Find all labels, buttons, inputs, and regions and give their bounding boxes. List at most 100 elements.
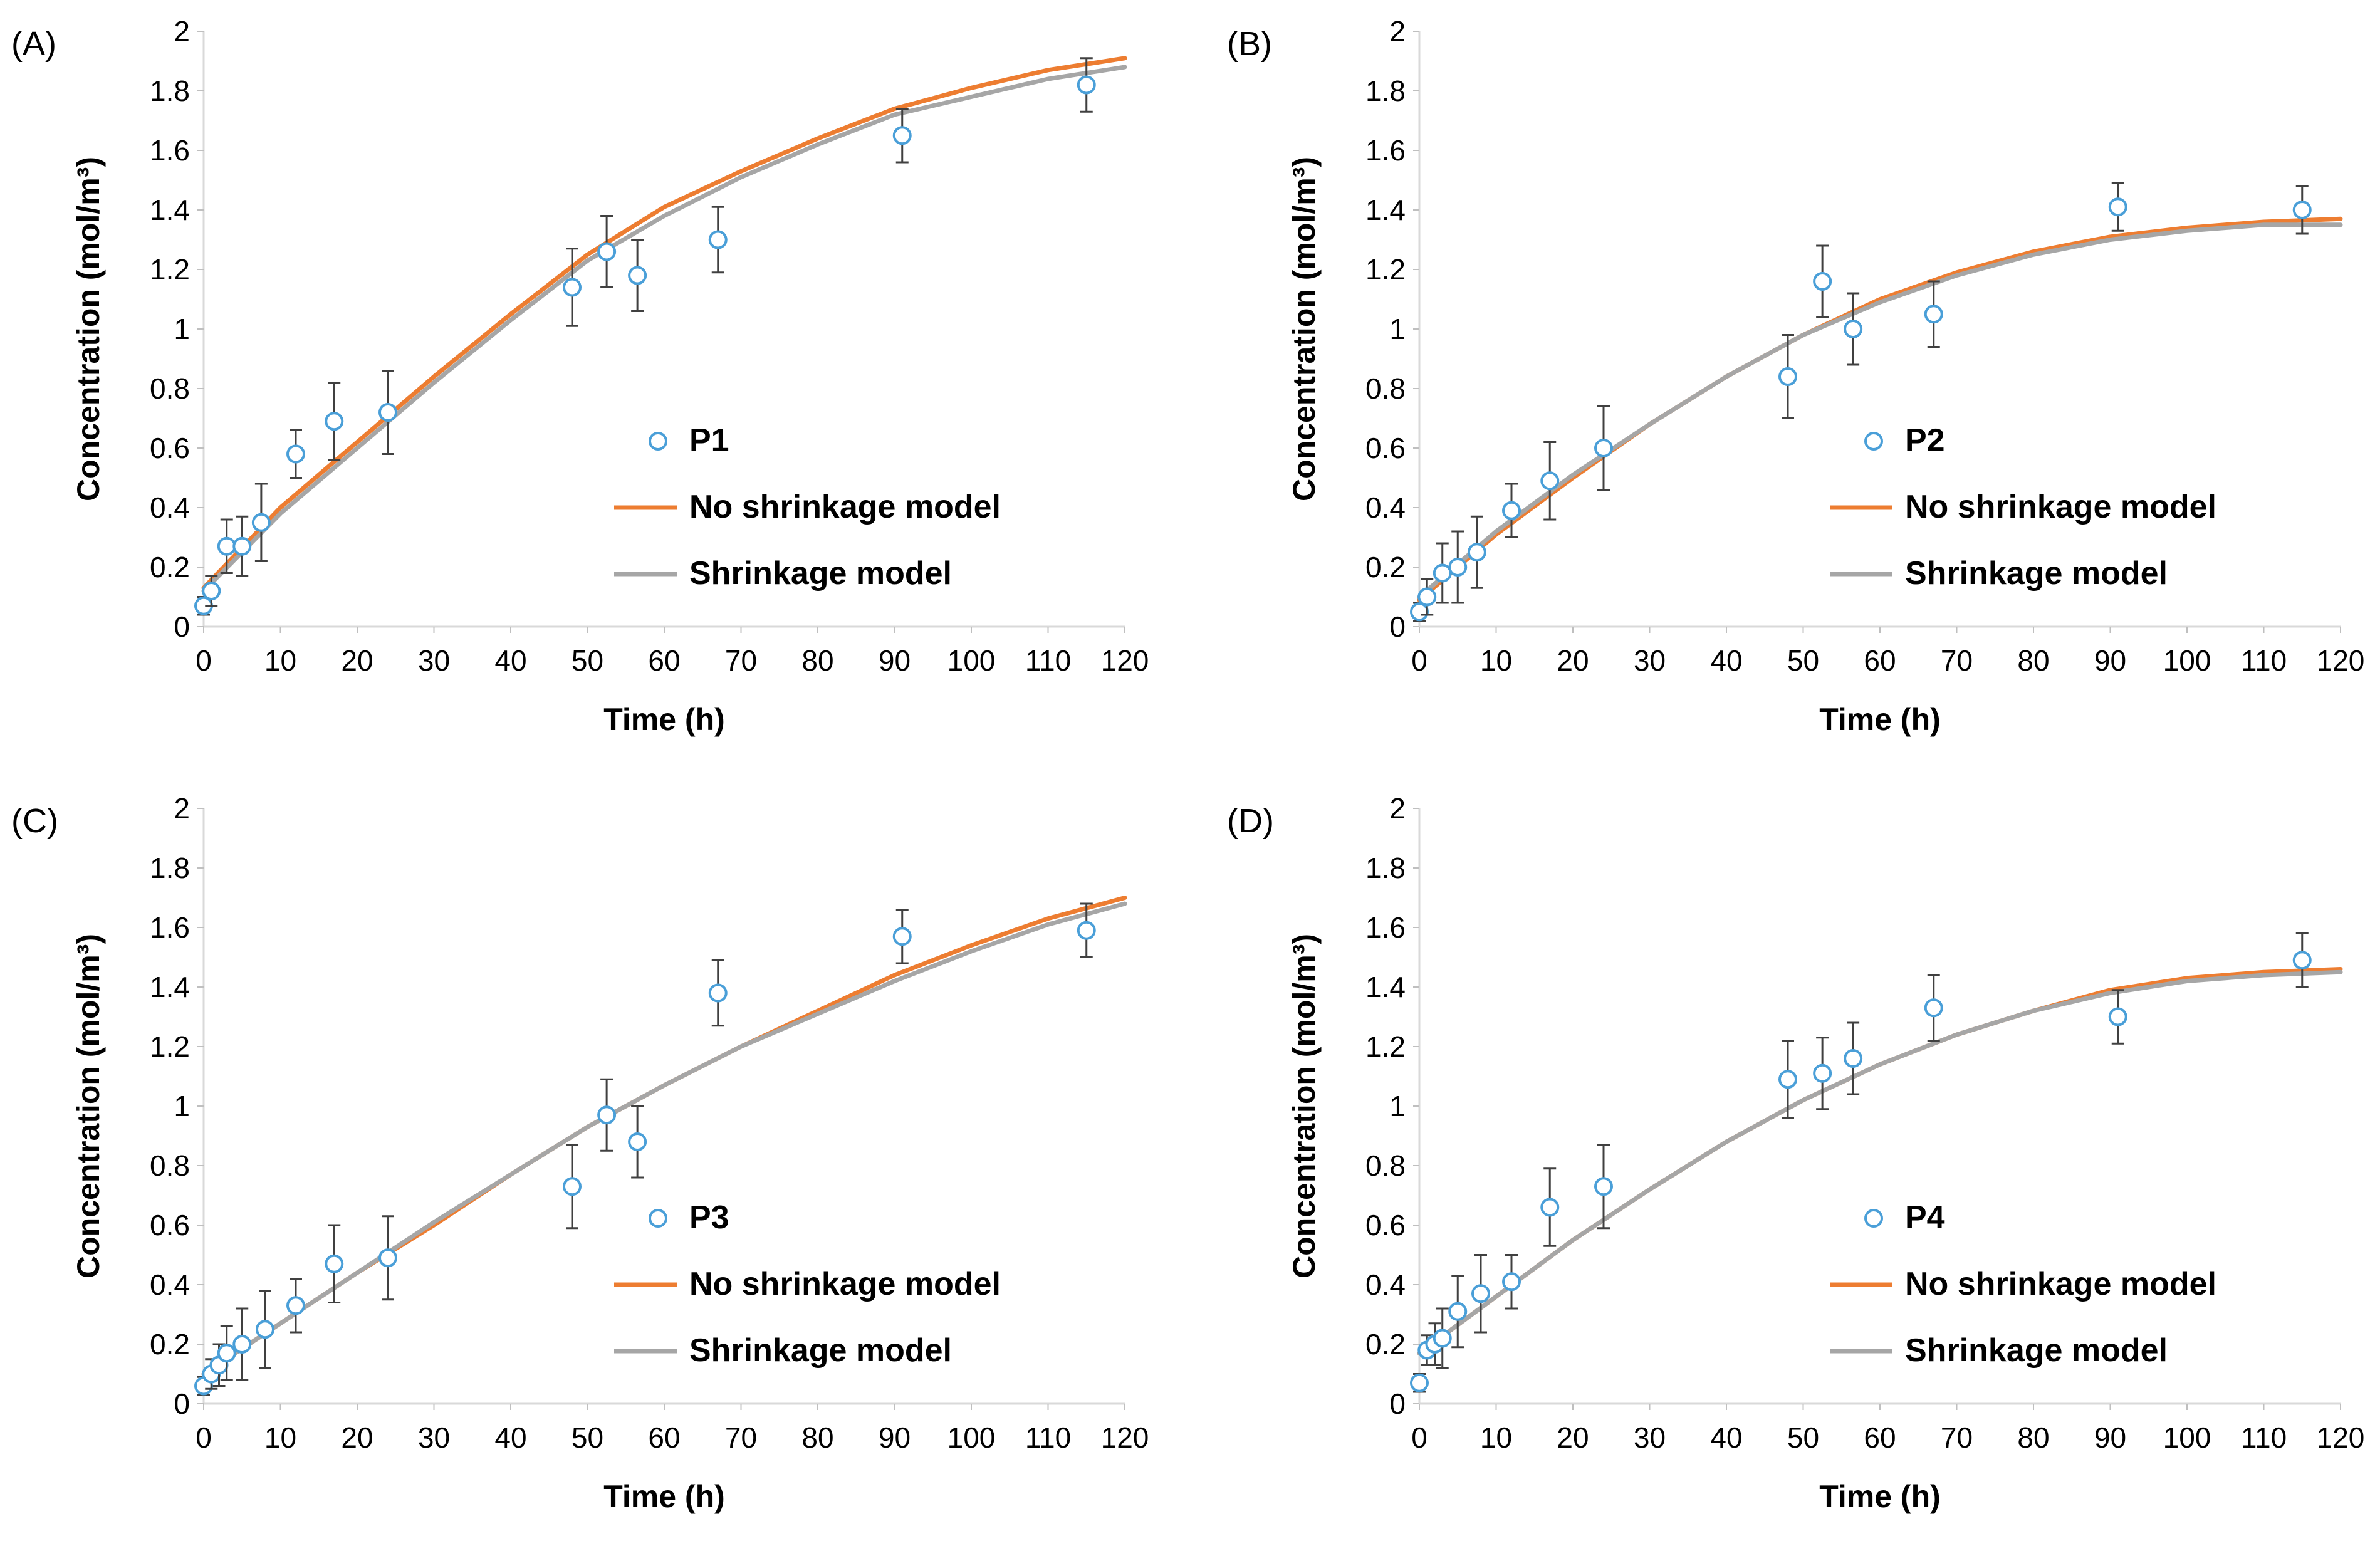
x-tick-label: 70 bbox=[1941, 1421, 1973, 1454]
y-tick-label: 1.6 bbox=[150, 134, 190, 167]
x-tick-label: 80 bbox=[2017, 1421, 2049, 1454]
x-tick-label: 50 bbox=[572, 1421, 603, 1454]
legend-marker-data bbox=[1864, 1209, 1883, 1228]
x-tick-label: 20 bbox=[341, 1421, 373, 1454]
x-tick-label: 80 bbox=[801, 1421, 833, 1454]
x-tick-label: 0 bbox=[1411, 1421, 1427, 1454]
panel-label: (A) bbox=[11, 25, 56, 63]
y-axis-label: Concentration (mol/m³) bbox=[71, 934, 106, 1278]
x-tick-label: 70 bbox=[1941, 644, 1973, 677]
x-tick-label: 120 bbox=[2317, 644, 2365, 677]
y-tick-label: 1.4 bbox=[1365, 194, 1406, 226]
x-axis-label: Time (h) bbox=[603, 702, 725, 737]
x-tick-label: 10 bbox=[264, 1421, 296, 1454]
x-tick-label: 120 bbox=[1101, 1421, 1149, 1454]
data-point bbox=[2292, 201, 2312, 219]
y-tick-label: 0.8 bbox=[150, 1149, 190, 1182]
y-tick-label: 0.4 bbox=[1365, 491, 1406, 524]
data-point bbox=[1077, 75, 1096, 95]
data-point bbox=[1924, 305, 1943, 324]
data-point bbox=[1077, 921, 1096, 940]
data-point bbox=[202, 582, 221, 600]
data-point bbox=[597, 242, 617, 261]
data-point bbox=[1844, 1049, 1863, 1068]
y-tick-label: 1.8 bbox=[150, 75, 190, 107]
y-tick-label: 0.4 bbox=[1365, 1268, 1406, 1301]
x-tick-label: 50 bbox=[1787, 1421, 1819, 1454]
y-tick-label: 1.4 bbox=[150, 194, 190, 226]
x-tick-label: 10 bbox=[264, 644, 296, 677]
x-tick-label: 40 bbox=[1710, 1421, 1742, 1454]
x-tick-label: 110 bbox=[1025, 644, 1071, 677]
data-point bbox=[563, 278, 582, 297]
x-tick-label: 0 bbox=[196, 644, 212, 677]
data-point bbox=[1433, 1329, 1452, 1348]
x-axis-label: Time (h) bbox=[1819, 1479, 1941, 1514]
y-tick-label: 0.8 bbox=[150, 372, 190, 405]
x-tick-label: 120 bbox=[1101, 644, 1149, 677]
y-tick-label: 1 bbox=[174, 1090, 190, 1122]
y-tick-label: 0.6 bbox=[1365, 1209, 1406, 1241]
y-tick-label: 1.8 bbox=[1365, 852, 1406, 884]
x-tick-label: 60 bbox=[1864, 1421, 1896, 1454]
x-tick-label: 70 bbox=[725, 1421, 757, 1454]
y-tick-label: 0.2 bbox=[150, 551, 190, 583]
data-point bbox=[1471, 1284, 1490, 1303]
x-tick-label: 30 bbox=[1634, 1421, 1666, 1454]
legend-label-shrinkage: Shrinkage model bbox=[689, 555, 952, 592]
data-point bbox=[628, 1132, 647, 1151]
y-tick-label: 1.6 bbox=[1365, 134, 1406, 167]
data-point bbox=[892, 927, 912, 946]
x-tick-label: 20 bbox=[341, 644, 373, 677]
data-point bbox=[2108, 197, 2127, 217]
y-tick-label: 1.4 bbox=[150, 971, 190, 1003]
y-tick-label: 1.2 bbox=[150, 1030, 190, 1063]
y-tick-label: 0.4 bbox=[150, 491, 190, 524]
legend-label-no-shrinkage: No shrinkage model bbox=[689, 489, 1001, 525]
y-tick-label: 1.2 bbox=[150, 253, 190, 286]
x-tick-label: 40 bbox=[494, 644, 526, 677]
x-tick-label: 100 bbox=[947, 644, 996, 677]
data-point bbox=[1417, 587, 1437, 607]
data-point bbox=[378, 1248, 397, 1268]
x-tick-label: 30 bbox=[418, 1421, 450, 1454]
data-point bbox=[1924, 998, 1943, 1018]
chart-panel-d: (D)00.20.40.60.811.21.41.61.820 10 20 30 40 5… bbox=[1227, 792, 2364, 1514]
data-point bbox=[708, 230, 728, 249]
panel-label: (C) bbox=[11, 802, 58, 840]
data-point bbox=[217, 536, 236, 556]
data-point bbox=[1502, 1272, 1521, 1292]
x-tick-label: 110 bbox=[2241, 644, 2287, 677]
data-point bbox=[286, 444, 305, 464]
data-point bbox=[1844, 320, 1863, 338]
shrinkage-model-line bbox=[1417, 222, 2343, 599]
no-shrinkage-model-line bbox=[1417, 216, 2343, 602]
legend-label-shrinkage: Shrinkage model bbox=[1905, 1332, 2168, 1369]
x-tick-label: 90 bbox=[2094, 644, 2126, 677]
data-point bbox=[1433, 563, 1452, 583]
x-axis-label: Time (h) bbox=[1819, 702, 1941, 737]
y-tick-label: 0.8 bbox=[1365, 372, 1406, 405]
data-point bbox=[708, 983, 728, 1003]
y-tick-label: 1.6 bbox=[150, 911, 190, 944]
x-tick-label: 0 bbox=[1411, 644, 1427, 677]
data-point bbox=[251, 513, 271, 532]
y-tick-label: 1.8 bbox=[150, 852, 190, 884]
legend-label-data: P1 bbox=[689, 422, 729, 459]
x-tick-label: 60 bbox=[648, 644, 680, 677]
data-point bbox=[256, 1320, 274, 1339]
legend-label-data: P3 bbox=[689, 1199, 729, 1236]
x-tick-label: 20 bbox=[1557, 644, 1589, 677]
data-point bbox=[1540, 1198, 1560, 1217]
x-tick-label: 80 bbox=[2017, 644, 2049, 677]
y-tick-label: 0 bbox=[1389, 1387, 1406, 1420]
y-axis-label: Concentration (mol/m³) bbox=[1287, 157, 1322, 501]
x-tick-label: 100 bbox=[2163, 644, 2211, 677]
legend-label-shrinkage: Shrinkage model bbox=[689, 1332, 952, 1369]
data-point bbox=[1540, 471, 1560, 491]
y-tick-label: 0.6 bbox=[1365, 432, 1406, 464]
y-tick-label: 0.2 bbox=[1365, 551, 1406, 583]
legend-label-data: P2 bbox=[1905, 422, 1945, 459]
x-tick-label: 30 bbox=[418, 644, 450, 677]
